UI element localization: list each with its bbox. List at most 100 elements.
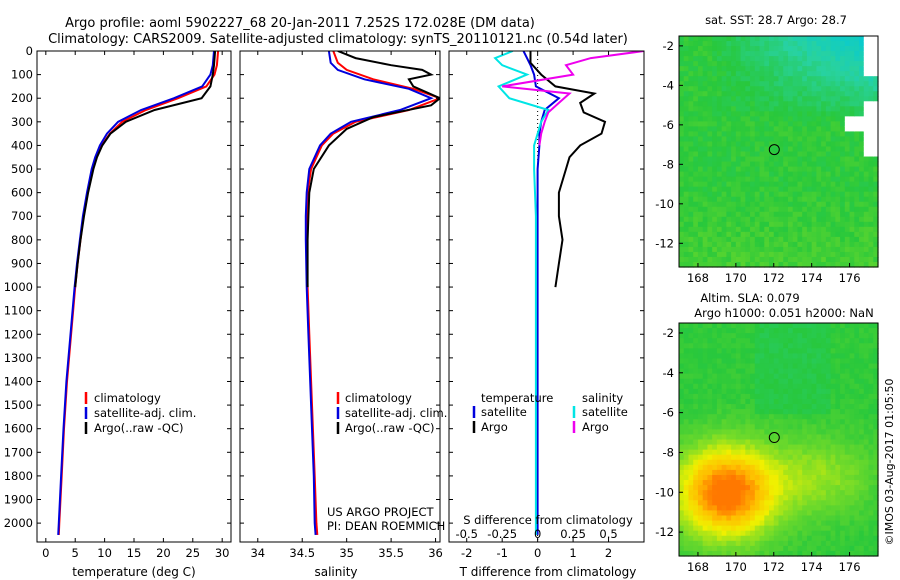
map-cell — [854, 256, 860, 263]
map-cell — [868, 151, 874, 158]
map-cell — [702, 490, 709, 496]
map-cell — [712, 464, 718, 471]
map-cell — [802, 256, 808, 263]
map-cell — [731, 61, 737, 67]
map-cell — [712, 429, 718, 436]
map-cell — [735, 429, 742, 436]
map-cell — [787, 46, 794, 52]
map-cell — [688, 106, 694, 112]
map-cell — [844, 393, 851, 400]
map-cell — [868, 196, 874, 203]
map-cell — [759, 368, 765, 375]
map-cell — [735, 261, 742, 268]
map-cell — [745, 469, 751, 476]
map-cell — [773, 419, 780, 425]
map-cell — [792, 449, 799, 456]
map-cell — [825, 161, 832, 168]
map-cell — [868, 358, 874, 365]
map-cell — [787, 434, 794, 441]
map-cell — [693, 131, 699, 138]
map-cell — [769, 176, 775, 183]
map-cell — [745, 404, 751, 410]
map-cell — [773, 131, 780, 138]
map-cell — [854, 196, 860, 203]
map-cell — [787, 444, 794, 451]
map-cell — [792, 141, 799, 148]
map-cell — [811, 261, 818, 268]
map-cell — [679, 106, 685, 112]
map-cell — [702, 409, 709, 415]
map-cell — [783, 56, 789, 62]
map-cell — [702, 86, 709, 92]
map-cell — [816, 246, 822, 253]
map-cell — [868, 464, 874, 471]
map-cell — [873, 328, 879, 334]
map-cell — [778, 454, 784, 461]
map-cell — [873, 353, 879, 360]
map-cell — [792, 86, 799, 92]
map-cell — [740, 91, 746, 97]
map-cell — [683, 171, 690, 178]
map-cell — [769, 328, 775, 334]
map-cell — [792, 211, 799, 218]
map-cell — [759, 404, 765, 410]
legend-label-argo: Argo(..raw -QC) — [345, 421, 435, 435]
map-cell — [806, 76, 813, 82]
map-cell — [740, 353, 746, 360]
map-cell — [778, 156, 784, 163]
map-cell — [754, 241, 761, 248]
map-cell — [792, 221, 799, 228]
map-cell — [721, 520, 727, 527]
map-cell — [816, 171, 822, 178]
map-cell — [821, 439, 827, 446]
map-cell — [859, 419, 865, 425]
map-cell — [806, 141, 813, 148]
map-cell — [726, 520, 732, 527]
map-cell — [802, 500, 808, 506]
map-cell — [688, 196, 694, 203]
map-cell — [840, 338, 846, 344]
map-cell — [783, 490, 789, 496]
map-y-tick-label: -2 — [663, 326, 674, 340]
map-cell — [716, 76, 723, 82]
map-cell — [802, 439, 808, 446]
map-cell — [712, 333, 718, 339]
map-cell — [721, 525, 727, 532]
map-cell — [679, 520, 685, 527]
map-cell — [754, 515, 761, 522]
map-cell — [693, 256, 699, 263]
map-cell — [787, 261, 794, 268]
map-cell — [707, 500, 713, 506]
map-cell — [873, 409, 879, 415]
map-cell — [835, 388, 841, 395]
map-cell — [707, 156, 713, 163]
map-cell — [707, 373, 713, 380]
map-cell — [735, 156, 742, 163]
map-cell — [778, 101, 784, 107]
map-cell — [697, 393, 704, 400]
map-cell — [854, 520, 860, 527]
map-cell — [759, 91, 765, 97]
map-cell — [797, 201, 803, 208]
map-cell — [693, 464, 699, 471]
map-cell — [821, 36, 827, 42]
map-cell — [688, 500, 694, 506]
map-cell — [688, 348, 694, 354]
map-cell — [849, 176, 855, 183]
map-cell — [840, 414, 846, 420]
map-cell — [712, 480, 718, 486]
map-cell — [750, 161, 756, 168]
map-cell — [811, 171, 818, 178]
map-cell — [859, 231, 865, 238]
map-cell — [750, 338, 756, 344]
map-cell — [802, 485, 808, 491]
map-cell — [731, 535, 737, 542]
map-cell — [821, 429, 827, 436]
map-cell — [797, 429, 803, 436]
map-cell — [783, 520, 789, 527]
map-cell — [773, 216, 780, 223]
map-cell — [821, 196, 827, 203]
map-cell — [754, 111, 761, 117]
map-cell — [802, 490, 808, 496]
map-cell — [726, 106, 732, 112]
